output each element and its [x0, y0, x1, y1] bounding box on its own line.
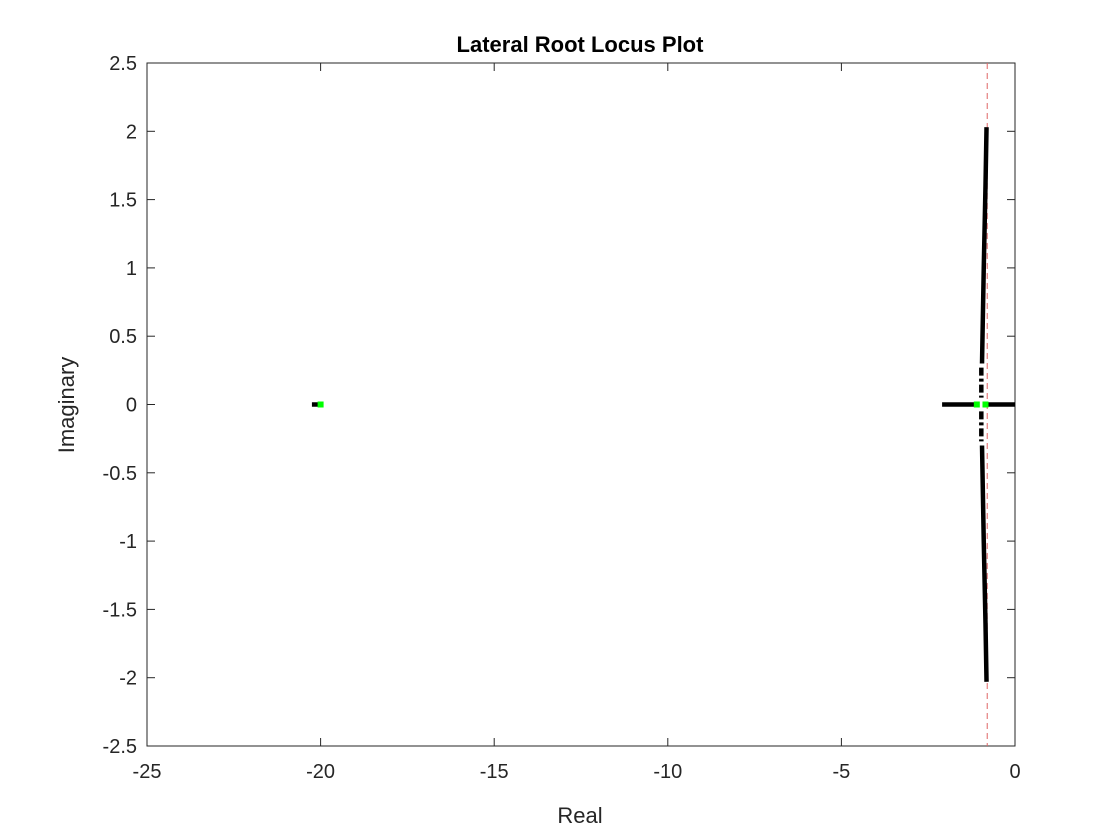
locus-branch — [979, 445, 989, 682]
plot-area: -25 -20 -15 -10 -5 0 2.5 2 1.5 1 0.5 0 -0.5 -1 -1.5 -2 -… — [103, 53, 1021, 783]
y-tick-label: 2 — [126, 121, 137, 143]
pole-marker — [982, 401, 989, 408]
y-tick-label: -0.5 — [103, 463, 137, 485]
y-tick-label: 1.5 — [109, 190, 137, 212]
pole-marker — [973, 401, 980, 408]
y-tick-label: -1 — [119, 531, 137, 553]
x-tick-label: -25 — [133, 761, 162, 783]
pole-marker — [317, 401, 324, 408]
y-tick-label: -1.5 — [103, 599, 137, 621]
x-tick-label: 0 — [1009, 761, 1020, 783]
y-tick-label: 0.5 — [109, 326, 137, 348]
y-tick-label: -2 — [119, 668, 137, 690]
x-tick-label: -15 — [480, 761, 509, 783]
plot-frame — [146, 62, 1016, 747]
locus-branch — [979, 127, 989, 364]
x-axis-label: Real — [557, 803, 602, 828]
x-tick-label: -20 — [306, 761, 335, 783]
x-tick-label: -10 — [653, 761, 682, 783]
y-tick-label: 2.5 — [109, 53, 137, 75]
y-tick-label: 1 — [126, 258, 137, 280]
y-tick-label: 0 — [126, 395, 137, 417]
x-tick-label: -5 — [833, 761, 851, 783]
chart-title: Lateral Root Locus Plot — [457, 32, 705, 57]
y-axis-label: Imaginary — [54, 357, 79, 454]
y-tick-label: -2.5 — [103, 736, 137, 758]
